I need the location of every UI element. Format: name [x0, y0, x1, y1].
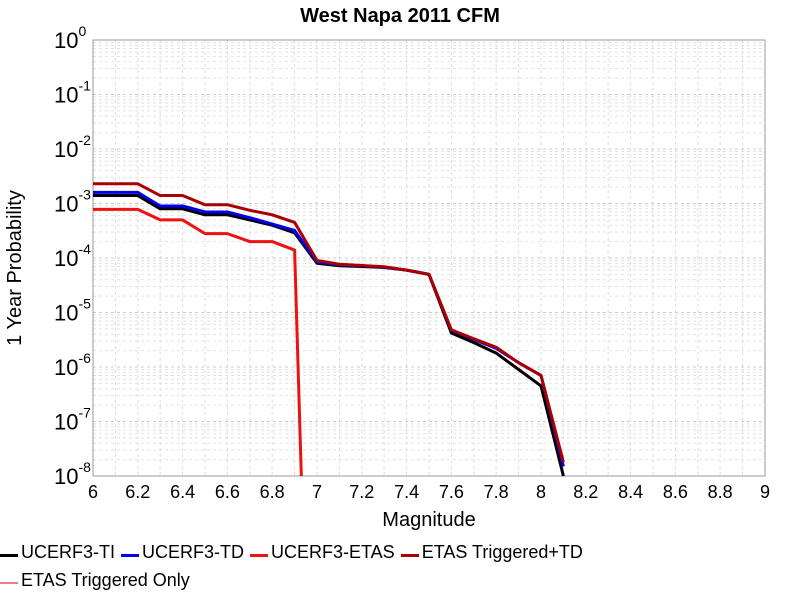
y-tick-label: 10-5 — [54, 296, 91, 326]
x-tick-label: 7.2 — [349, 482, 374, 502]
legend-swatch — [121, 553, 139, 557]
y-tick-label: 10-8 — [54, 459, 91, 489]
y-tick-exponent: -8 — [78, 459, 91, 475]
legend: UCERF3-TI UCERF3-TD UCERF3-ETAS ETAS Tri… — [0, 538, 800, 594]
legend-swatch — [0, 553, 18, 557]
x-tick-label: 6 — [88, 482, 98, 502]
legend-swatch — [250, 553, 268, 557]
x-tick-labels: 6 6.2 6.4 6.6 6.8 7 7.2 7.4 7.6 7.8 8 8.2 8.4 8.6 8.8 9 — [88, 482, 770, 502]
y-tick-exponent: -6 — [78, 350, 91, 366]
x-tick-label: 6.8 — [260, 482, 285, 502]
x-tick-label: 8.8 — [708, 482, 733, 502]
series-line-etas-triggered-td — [93, 182, 565, 463]
y-tick-exponent: -5 — [78, 296, 91, 312]
legend-swatch — [0, 582, 18, 584]
plot-frame — [92, 39, 766, 477]
y-axis-label: 1 Year Probability — [4, 190, 26, 346]
x-tick-label: 7 — [312, 482, 322, 502]
y-tick-exponent: -3 — [78, 187, 91, 203]
x-tick-label: 7.6 — [439, 482, 464, 502]
x-tick-label: 8.6 — [663, 482, 688, 502]
series-group — [93, 182, 565, 477]
x-tick-label: 6.6 — [215, 482, 240, 502]
x-tick-label: 8 — [536, 482, 546, 502]
y-tick-label: 10-6 — [54, 350, 91, 380]
y-tick-label: 10-1 — [54, 78, 91, 108]
x-tick-label: 6.2 — [125, 482, 150, 502]
grid — [92, 40, 766, 477]
y-tick-label: 10-2 — [54, 132, 91, 162]
chart-title: West Napa 2011 CFM — [300, 5, 500, 27]
x-tick-label: 9 — [760, 482, 770, 502]
legend-item-etas-triggered-td: ETAS Triggered+TD — [400, 541, 583, 563]
y-tick-exponent: -7 — [78, 405, 91, 421]
legend-label: UCERF3-TI — [21, 541, 115, 562]
legend-item-etas-triggered-only: ETAS Triggered Only — [0, 570, 190, 591]
y-tick-label: 10-4 — [54, 241, 91, 271]
legend-item-ucerf3-td: UCERF3-TD — [121, 542, 244, 563]
x-tick-label: 6.4 — [170, 482, 195, 502]
series-line-ucerf3-etas — [93, 207, 303, 477]
legend-label: ETAS Triggered+TD — [421, 541, 583, 562]
legend-label: UCERF3-ETAS — [271, 541, 395, 562]
legend-item-ucerf3-ti: UCERF3-TI — [0, 542, 115, 563]
y-tick-exponent: -1 — [78, 78, 91, 94]
y-tick-exponent: 0 — [78, 23, 86, 39]
legend-row-1: UCERF3-TI UCERF3-TD UCERF3-ETAS ETAS Tri… — [0, 538, 800, 566]
y-tick-labels: 100 10-1 10-2 10-3 10-4 10-5 10-6 10-7 10-8 — [54, 23, 91, 489]
x-tick-label: 8.4 — [618, 482, 643, 502]
y-tick-label: 10-7 — [54, 405, 91, 435]
y-tick-exponent: -4 — [78, 241, 91, 257]
x-tick-label: 7.4 — [394, 482, 419, 502]
legend-swatch — [400, 553, 419, 557]
legend-row-2: ETAS Triggered Only — [0, 566, 800, 594]
legend-label: ETAS Triggered Only — [21, 569, 190, 590]
x-tick-label: 7.8 — [484, 482, 509, 502]
y-tick-label: 10-3 — [54, 187, 91, 217]
x-tick-label: 8.2 — [573, 482, 598, 502]
legend-item-ucerf3-etas: UCERF3-ETAS — [250, 542, 395, 563]
legend-label: UCERF3-TD — [142, 541, 244, 562]
y-tick-label: 100 — [54, 23, 86, 53]
x-axis-label: Magnitude — [382, 509, 475, 531]
y-tick-exponent: -2 — [78, 132, 91, 148]
